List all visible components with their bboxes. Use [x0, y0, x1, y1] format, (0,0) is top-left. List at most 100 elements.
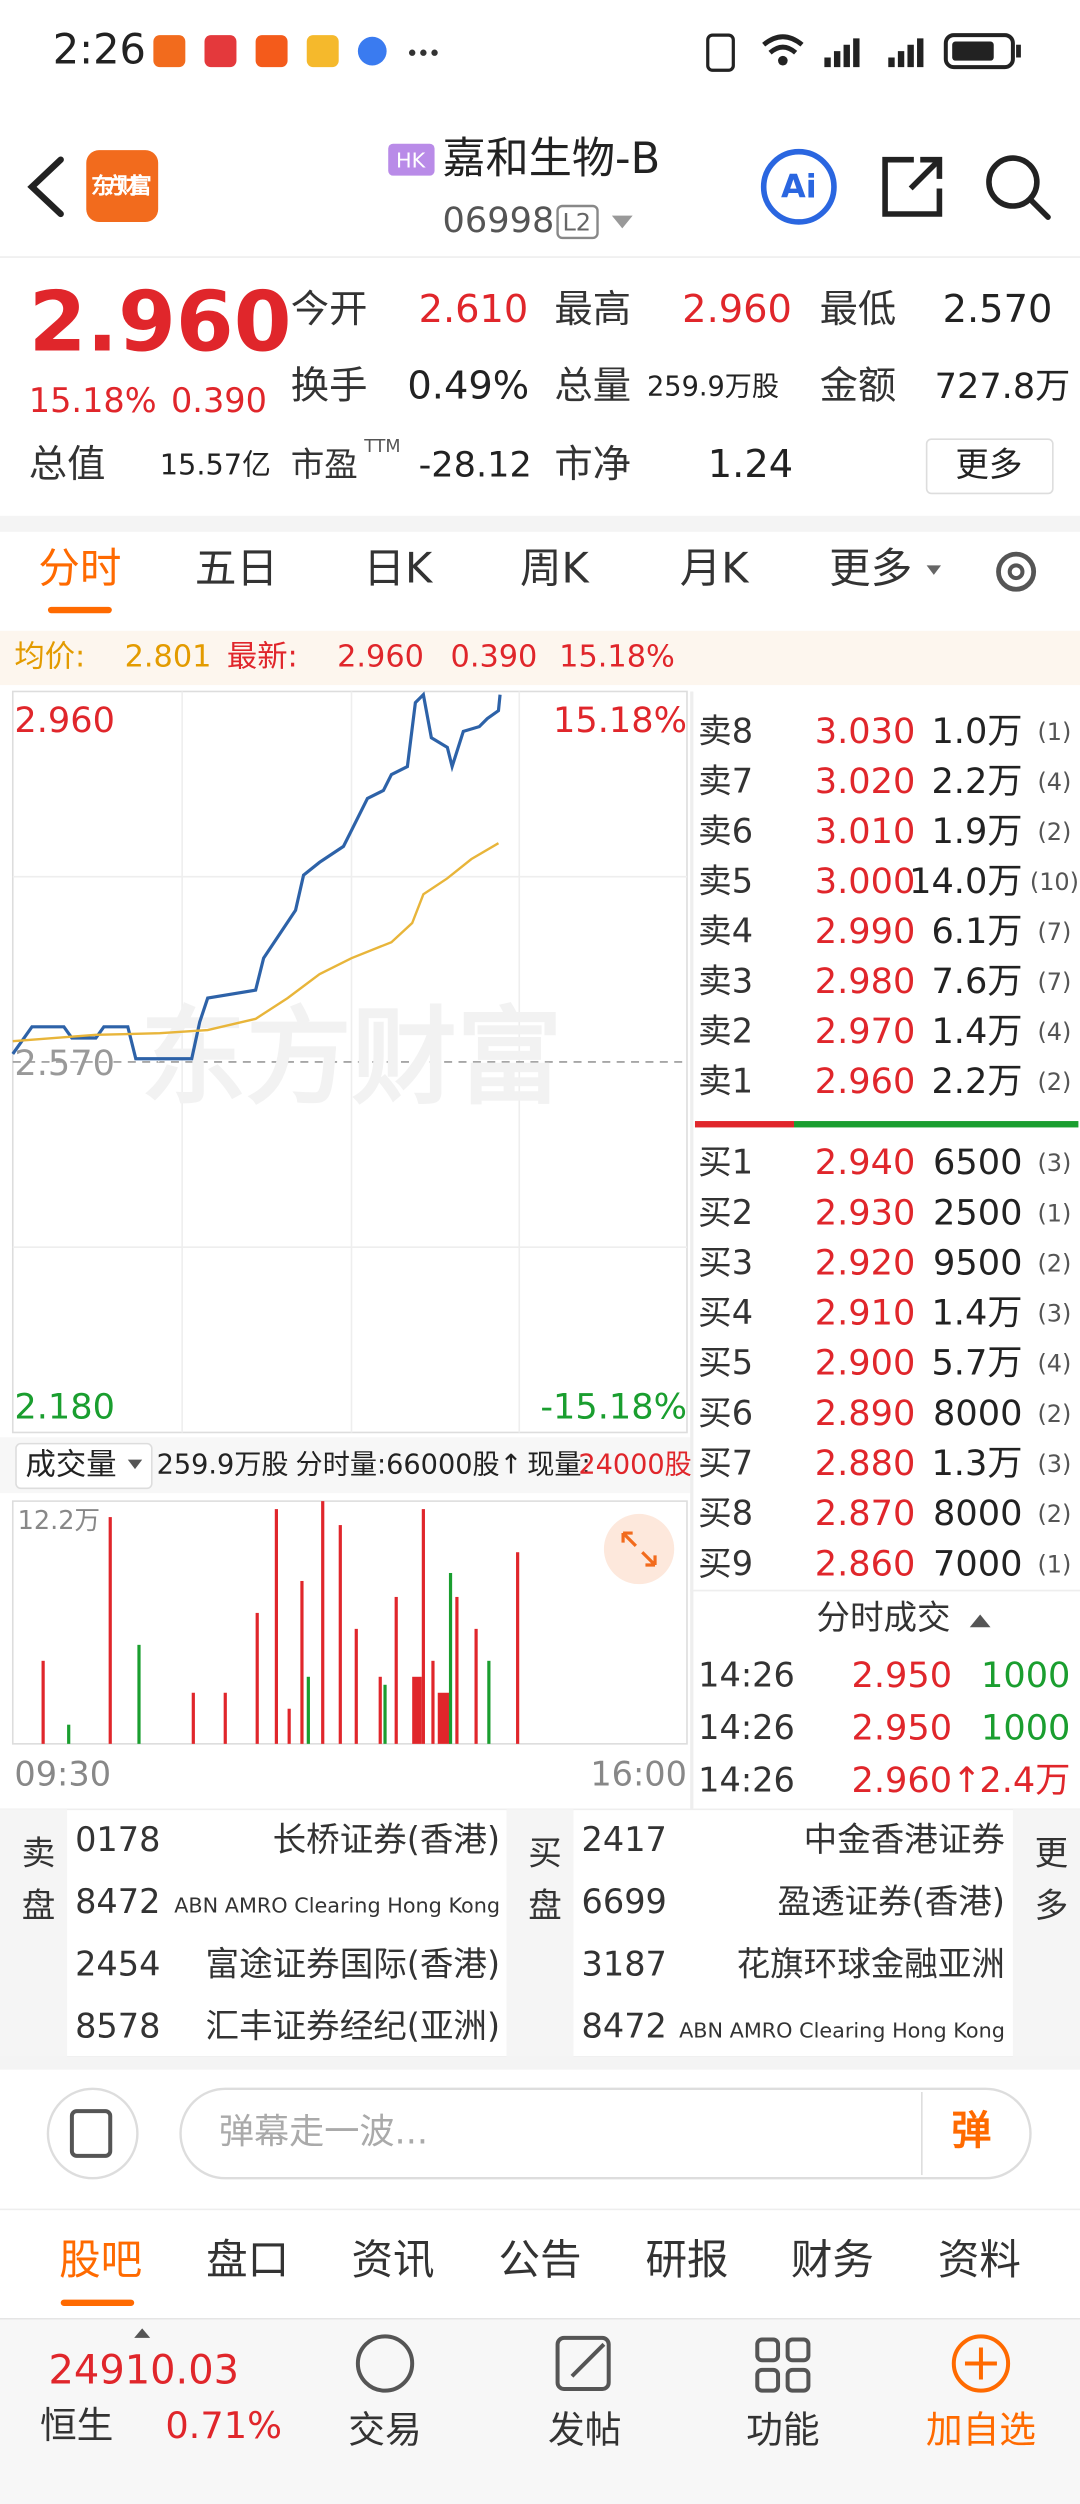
ai-icon: Ai	[781, 167, 817, 205]
stat-superscript: TTM	[363, 437, 400, 457]
book-price: 2.990	[815, 911, 916, 952]
book-count: (2)	[1037, 1068, 1071, 1096]
latest-value: 2.960	[337, 639, 424, 674]
book-count: (2)	[1037, 818, 1071, 846]
chart-tab: 日K	[363, 544, 434, 593]
stat-label: 今开	[291, 287, 368, 332]
footer-icons	[355, 2334, 1011, 2393]
book-volume: 1.4万	[931, 1293, 1022, 1334]
avg-label: 均价:	[14, 639, 85, 674]
book-price: 2.900	[815, 1343, 916, 1384]
stat-value: 1.24	[708, 442, 793, 487]
book-count: (1)	[1037, 1550, 1071, 1578]
book-count: (1)	[1037, 718, 1071, 746]
axis-low-percent: -15.18%	[540, 1387, 687, 1428]
comment-placeholder: 弹幕走一波...	[219, 2112, 428, 2153]
book-count: (4)	[1037, 1018, 1071, 1046]
broker-code: 8472	[75, 1882, 160, 1921]
book-volume: 7.6万	[931, 961, 1022, 1002]
logo-text: 东方财富	[91, 172, 152, 199]
level-badge	[556, 204, 599, 240]
volume-chart	[11, 1500, 688, 1745]
book-volume: 1.3万	[931, 1443, 1022, 1484]
stat-value: 2.570	[943, 287, 1053, 332]
book-label: 买7	[698, 1444, 753, 1483]
stat-value: 15.57亿	[160, 447, 271, 481]
book-label: 卖1	[698, 1061, 753, 1100]
index-name: 恒生	[40, 2404, 113, 2447]
settings-button[interactable]	[996, 551, 1037, 592]
broker-name: 盈透证券(香港)	[778, 1882, 1005, 1921]
trade-time: 14:26	[698, 1761, 795, 1800]
book-label: 卖2	[698, 1011, 753, 1050]
book-volume: 2500	[933, 1192, 1022, 1233]
brokers-more-button[interactable]	[1012, 1809, 1080, 2057]
comment-icon[interactable]	[46, 2087, 139, 2180]
trades-title: 分时成交	[816, 1598, 950, 1637]
bottom-tab: 盘口	[206, 2235, 289, 2284]
chart-tab: 分时	[38, 544, 121, 593]
volume-selector[interactable]	[15, 1442, 153, 1490]
book-price: 2.940	[815, 1142, 916, 1183]
book-label: 卖8	[698, 711, 753, 750]
trade-time: 14:26	[698, 1655, 795, 1694]
footer-action: 功能	[746, 2409, 819, 2452]
dropdown-arrow	[611, 215, 633, 229]
broker-name: 富途证券国际(香港)	[206, 1944, 500, 1983]
book-count: (3)	[1037, 1450, 1071, 1478]
ai-button[interactable]	[760, 148, 837, 225]
book-volume: 1.9万	[931, 811, 1022, 852]
search-button[interactable]	[986, 155, 1040, 209]
latest-percent: 15.18%	[559, 639, 675, 674]
broker-name: 汇丰证券经纪(亚洲)	[206, 2007, 500, 2046]
comment-input[interactable]	[179, 2087, 1032, 2180]
book-count: (2)	[1037, 1249, 1071, 1277]
trade-volume: 1000	[981, 1707, 1070, 1748]
book-label: 卖4	[698, 911, 753, 950]
stat-label: 市盈	[291, 445, 358, 484]
back-button[interactable]	[27, 156, 64, 218]
book-label: 买8	[698, 1494, 753, 1533]
stat-value: 2.960	[682, 287, 792, 332]
current-volume-label: 现量:	[527, 1449, 590, 1480]
axis-mid: 2.570	[14, 1043, 115, 1084]
stat-value: 0.49%	[407, 364, 529, 409]
volume-max: 12.2万	[18, 1506, 100, 1536]
stat-value: 2.610	[419, 287, 529, 332]
book-label: 买2	[698, 1193, 753, 1232]
broker-name: ABN AMRO Clearing Hong Kong	[679, 2018, 1005, 2042]
status-icons	[153, 33, 1021, 72]
avg-value: 2.801	[125, 639, 212, 674]
broker-name: 长桥证券(香港)	[273, 1820, 500, 1859]
book-label: 买5	[698, 1343, 753, 1382]
more-button[interactable]	[925, 438, 1054, 495]
clock: 2:26	[53, 25, 146, 74]
book-label: 卖3	[698, 961, 753, 1000]
share-button[interactable]	[882, 156, 943, 217]
bottom-tab: 财务	[791, 2235, 874, 2284]
book-volume: 2.2万	[931, 1061, 1022, 1102]
last-price: 2.960	[29, 273, 292, 370]
axis-high-percent: 15.18%	[553, 700, 687, 741]
brokers-more: 更多	[1029, 1835, 1068, 1940]
book-price: 2.930	[815, 1192, 916, 1233]
book-price: 2.870	[815, 1493, 916, 1534]
bottom-tab: 研报	[645, 2235, 728, 2284]
stat-value: 259.9万股	[647, 372, 779, 403]
volume-label: 成交量	[26, 1447, 117, 1482]
more-text: 更多	[955, 445, 1022, 484]
stat-label: 总值	[29, 442, 106, 487]
broker-code: 8472	[582, 2007, 667, 2046]
book-price: 2.970	[815, 1011, 916, 1052]
logo-badge	[86, 150, 159, 222]
sell-side-label: 卖盘	[16, 1835, 55, 1940]
book-label: 买6	[698, 1393, 753, 1432]
book-volume: 1.4万	[931, 1011, 1022, 1052]
bottom-tab: 股吧	[59, 2235, 142, 2284]
stat-label: 总量	[554, 364, 631, 409]
book-label: 卖7	[698, 761, 753, 800]
index-value: 24910.03	[49, 2348, 240, 2394]
stock-code: 06998	[443, 200, 555, 241]
tick-volume: 分时量:66000股↑	[296, 1449, 523, 1480]
trade-volume: 2.4万	[979, 1760, 1070, 1801]
